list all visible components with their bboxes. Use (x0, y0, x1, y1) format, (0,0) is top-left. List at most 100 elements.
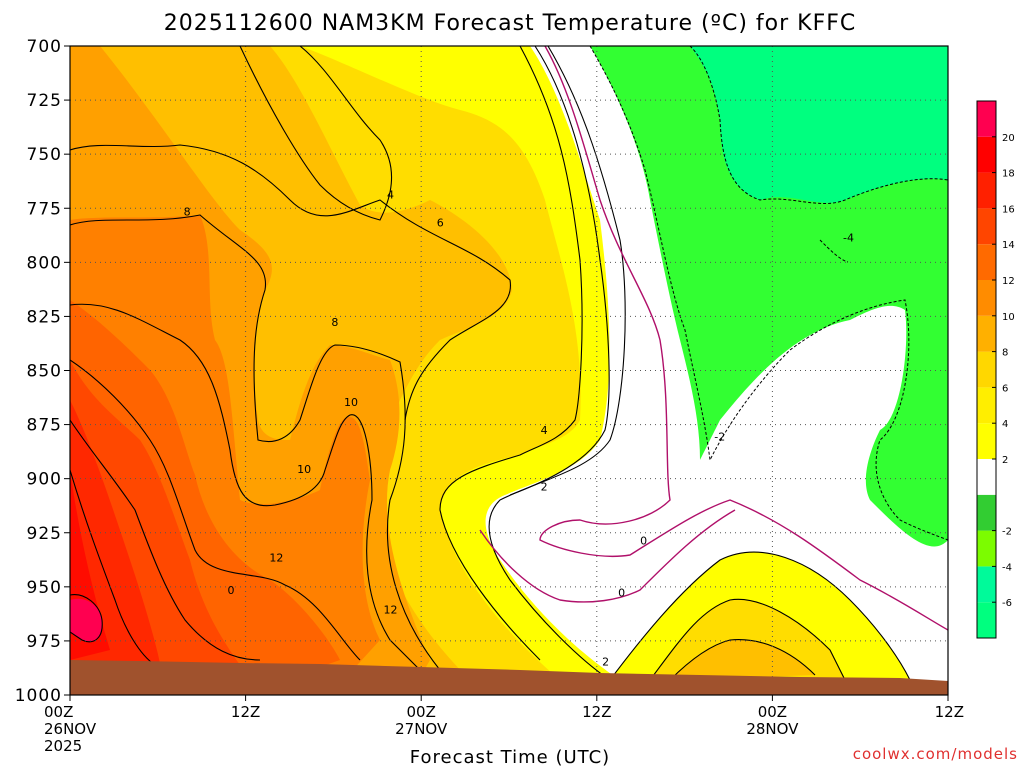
colorbar-label: -4 (1002, 562, 1012, 573)
colorbar-bin (977, 566, 996, 603)
x-tick-label: 12Z (231, 703, 260, 721)
colorbar-label: -6 (1002, 598, 1012, 609)
ground-surface (70, 660, 948, 695)
colorbar-label: 16 (1002, 204, 1015, 215)
colorbar-label: 12 (1002, 276, 1015, 287)
colorbar-label: 10 (1002, 312, 1015, 323)
colorbar-bin (977, 423, 996, 459)
contour-line-4-lower (649, 598, 846, 681)
contour-label: -4 (843, 232, 854, 245)
x-tick-label: 00Z (407, 703, 436, 721)
colorbar-bin (977, 244, 996, 280)
colorbar-label: 2 (1002, 455, 1008, 466)
contour-line-0-lower (479, 509, 736, 603)
y-tick-label: 925 (27, 524, 62, 544)
x-tick-label: 12Z (582, 703, 611, 721)
region-6-to-8-lower (670, 639, 815, 680)
colorbar-bin (977, 530, 996, 567)
colorbar-bin (977, 602, 996, 638)
y-tick-label: 900 (27, 470, 62, 490)
contour-label: -2 (714, 431, 725, 444)
x-tick-label: 00Z (758, 703, 787, 721)
contour-label: 10 (344, 396, 358, 409)
contour-label: 2 (602, 656, 609, 669)
contour-line-8 (70, 144, 511, 421)
region-green-4 (690, 46, 948, 203)
contour-line-minus4b (819, 239, 849, 263)
colorbar-bin (977, 280, 996, 316)
y-axis: 700 725 750 775 800 825 850 875 900 925 950 975 1000 (15, 37, 70, 706)
contour-line-8b (70, 214, 441, 671)
colorbar-bin (977, 136, 996, 173)
contour-label: 4 (541, 424, 548, 437)
contour-label: 8 (331, 316, 338, 329)
x-tick-label: 2025 (44, 737, 82, 755)
contour-label: 0 (640, 534, 647, 547)
y-tick-label: 750 (27, 145, 62, 165)
chart-title: 2025112600 NAM3KM Forecast Temperature (… (164, 11, 857, 36)
contour-line-18 (70, 594, 103, 643)
grid (70, 46, 948, 695)
contour-label: 2 (541, 480, 548, 493)
x-axis-label: Forecast Time (UTC) (410, 747, 610, 768)
contour-line-10 (70, 303, 421, 671)
colorbar-bin (977, 315, 996, 352)
colorbar-bin (977, 494, 996, 531)
colorbar-bin (977, 351, 996, 388)
contour-label: 10 (297, 463, 311, 476)
colorbar-label: -2 (1002, 527, 1012, 538)
contour-line-6-lower (669, 639, 816, 681)
y-tick-label: 725 (27, 91, 62, 111)
colorbar-bin (977, 101, 996, 137)
x-tick-label: 27NOV (395, 720, 448, 738)
contour-label: 8 (184, 206, 191, 219)
y-tick-label: 800 (27, 253, 62, 273)
contour-line-6 (439, 46, 583, 661)
y-tick-label: 1000 (15, 686, 62, 706)
contour-lines (70, 46, 948, 681)
contour-line-4 (239, 46, 393, 221)
y-tick-label: 950 (27, 578, 62, 598)
filled-regions (70, 46, 948, 695)
contour-label: 0 (227, 584, 234, 597)
colorbar-bin (977, 208, 996, 245)
colorbar-label: 8 (1002, 348, 1008, 359)
y-tick-label: 700 (27, 37, 62, 57)
contour-label: 6 (437, 216, 444, 229)
colorbar-label: 18 (1002, 169, 1015, 180)
contour-label: 12 (269, 552, 283, 565)
contour-line-2-lower (609, 551, 911, 681)
colorbar: 20 18 16 14 12 10 8 6 4 2 -2 -4 -6 (976, 100, 1015, 639)
colorbar-label: 4 (1002, 419, 1008, 430)
contour-line-16 (70, 469, 156, 666)
contour-line-4b (509, 46, 610, 496)
colorbar-bin (977, 459, 996, 495)
colorbar-border (976, 100, 997, 639)
contour-label: 12 (383, 604, 397, 617)
x-tick-label: 26NOV (44, 720, 97, 738)
credit-text: coolwx.com/models (853, 745, 1018, 763)
contour-label: 4 (387, 188, 394, 201)
region-20-to-22 (70, 598, 103, 642)
y-tick-label: 775 (27, 199, 62, 219)
y-tick-label: 850 (27, 362, 62, 382)
colorbar-bin (977, 387, 996, 424)
x-tick-label: 28NOV (746, 720, 799, 738)
contour-line-0 (539, 46, 948, 631)
colorbar-label: 14 (1002, 240, 1015, 251)
x-tick-label: 00Z (44, 703, 73, 721)
contour-labels: 8 4 6 8 10 10 12 0 12 4 2 0 0 2 -2 -4 (184, 188, 854, 669)
colorbar-bin (977, 172, 996, 209)
x-tick-label: 12Z (935, 703, 964, 721)
contour-line-minus2 (589, 46, 948, 541)
contour-line-14 (70, 419, 261, 661)
colorbar-label: 6 (1002, 383, 1008, 394)
contour-line-12 (70, 359, 361, 661)
colorbar-label: 20 (1002, 133, 1015, 144)
y-tick-label: 875 (27, 416, 62, 436)
y-tick-label: 975 (27, 632, 62, 652)
contour-line-minus4 (689, 46, 948, 204)
contour-label: 0 (618, 586, 625, 599)
